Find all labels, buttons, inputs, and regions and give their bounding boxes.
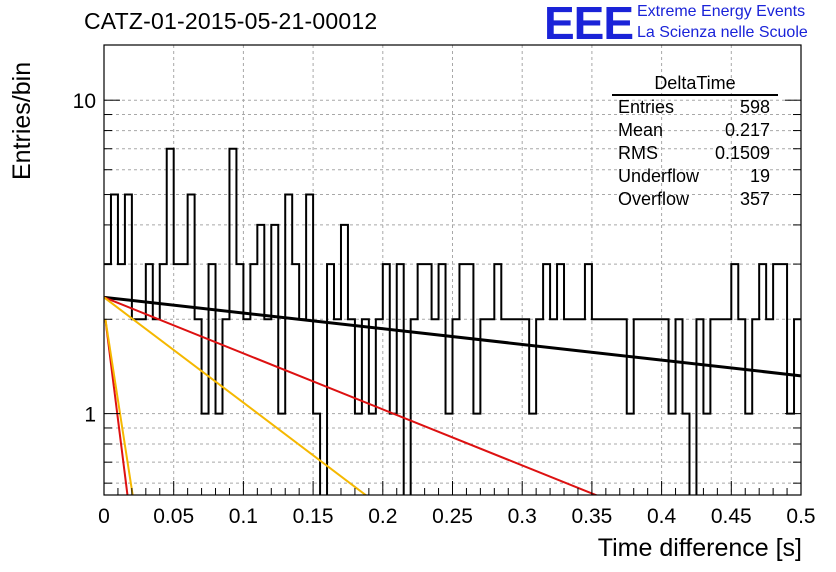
stats-box-name: DeltaTime — [612, 72, 778, 96]
x-tick-label: 0.45 — [711, 505, 752, 528]
fit-line — [104, 296, 368, 495]
fit-line — [104, 296, 599, 495]
fit-line — [104, 319, 134, 495]
stats-row: Mean 0.217 — [612, 119, 778, 142]
stats-row: RMS 0.1509 — [612, 142, 778, 165]
x-tick-label: 0.15 — [293, 505, 334, 528]
y-axis-label: Entries/bin — [8, 61, 36, 180]
stats-value: 0.1509 — [714, 143, 770, 163]
axis-ticks — [103, 99, 802, 495]
x-tick-label: 0.25 — [432, 505, 473, 528]
x-tick-label: 0.5 — [786, 505, 815, 528]
x-tick-label: 0.2 — [368, 505, 397, 528]
fit-line — [104, 295, 801, 378]
logo-line-2: La Scienza nelle Scuole — [637, 24, 808, 41]
stats-box: DeltaTime Entries 598 Mean 0.217 RMS 0.1… — [612, 72, 778, 211]
stats-label: Underflow — [618, 166, 700, 186]
y-tick-label: 10 — [73, 90, 96, 113]
stats-label: Entries — [618, 97, 675, 117]
stats-label: RMS — [618, 143, 658, 163]
page-title: CATZ-01-2015-05-21-00012 — [84, 8, 378, 34]
x-tick-label: 0.05 — [153, 505, 194, 528]
y-tick-label: 1 — [84, 404, 96, 427]
histogram — [104, 147, 801, 495]
x-tick-label: 0 — [98, 505, 110, 528]
stats-label: Overflow — [618, 189, 690, 209]
eee-logo: EEE — [544, 0, 634, 49]
stats-value: 19 — [749, 166, 770, 186]
stats-row: Entries 598 — [612, 96, 778, 119]
histogram-steps — [104, 147, 801, 495]
x-tick-label: 0.3 — [508, 505, 537, 528]
logo-line-1: Extreme Energy Events — [637, 3, 806, 20]
x-tick-label: 0.35 — [571, 505, 612, 528]
stats-value: 357 — [739, 189, 770, 209]
tick-labels: 0 0.05 0.1 0.15 0.2 0.25 0.3 0.35 0.4 0.45 0.5 1 10 — [73, 90, 816, 528]
x-axis-label: Time difference [s] — [597, 534, 802, 562]
x-tick-label: 0.4 — [647, 505, 677, 528]
stats-label: Mean — [618, 120, 664, 140]
stats-row: Overflow 357 — [612, 188, 778, 211]
stats-value: 0.217 — [724, 120, 770, 140]
stats-row: Underflow 19 — [612, 165, 778, 188]
stats-value: 598 — [739, 97, 770, 117]
x-tick-label: 0.1 — [229, 505, 258, 528]
